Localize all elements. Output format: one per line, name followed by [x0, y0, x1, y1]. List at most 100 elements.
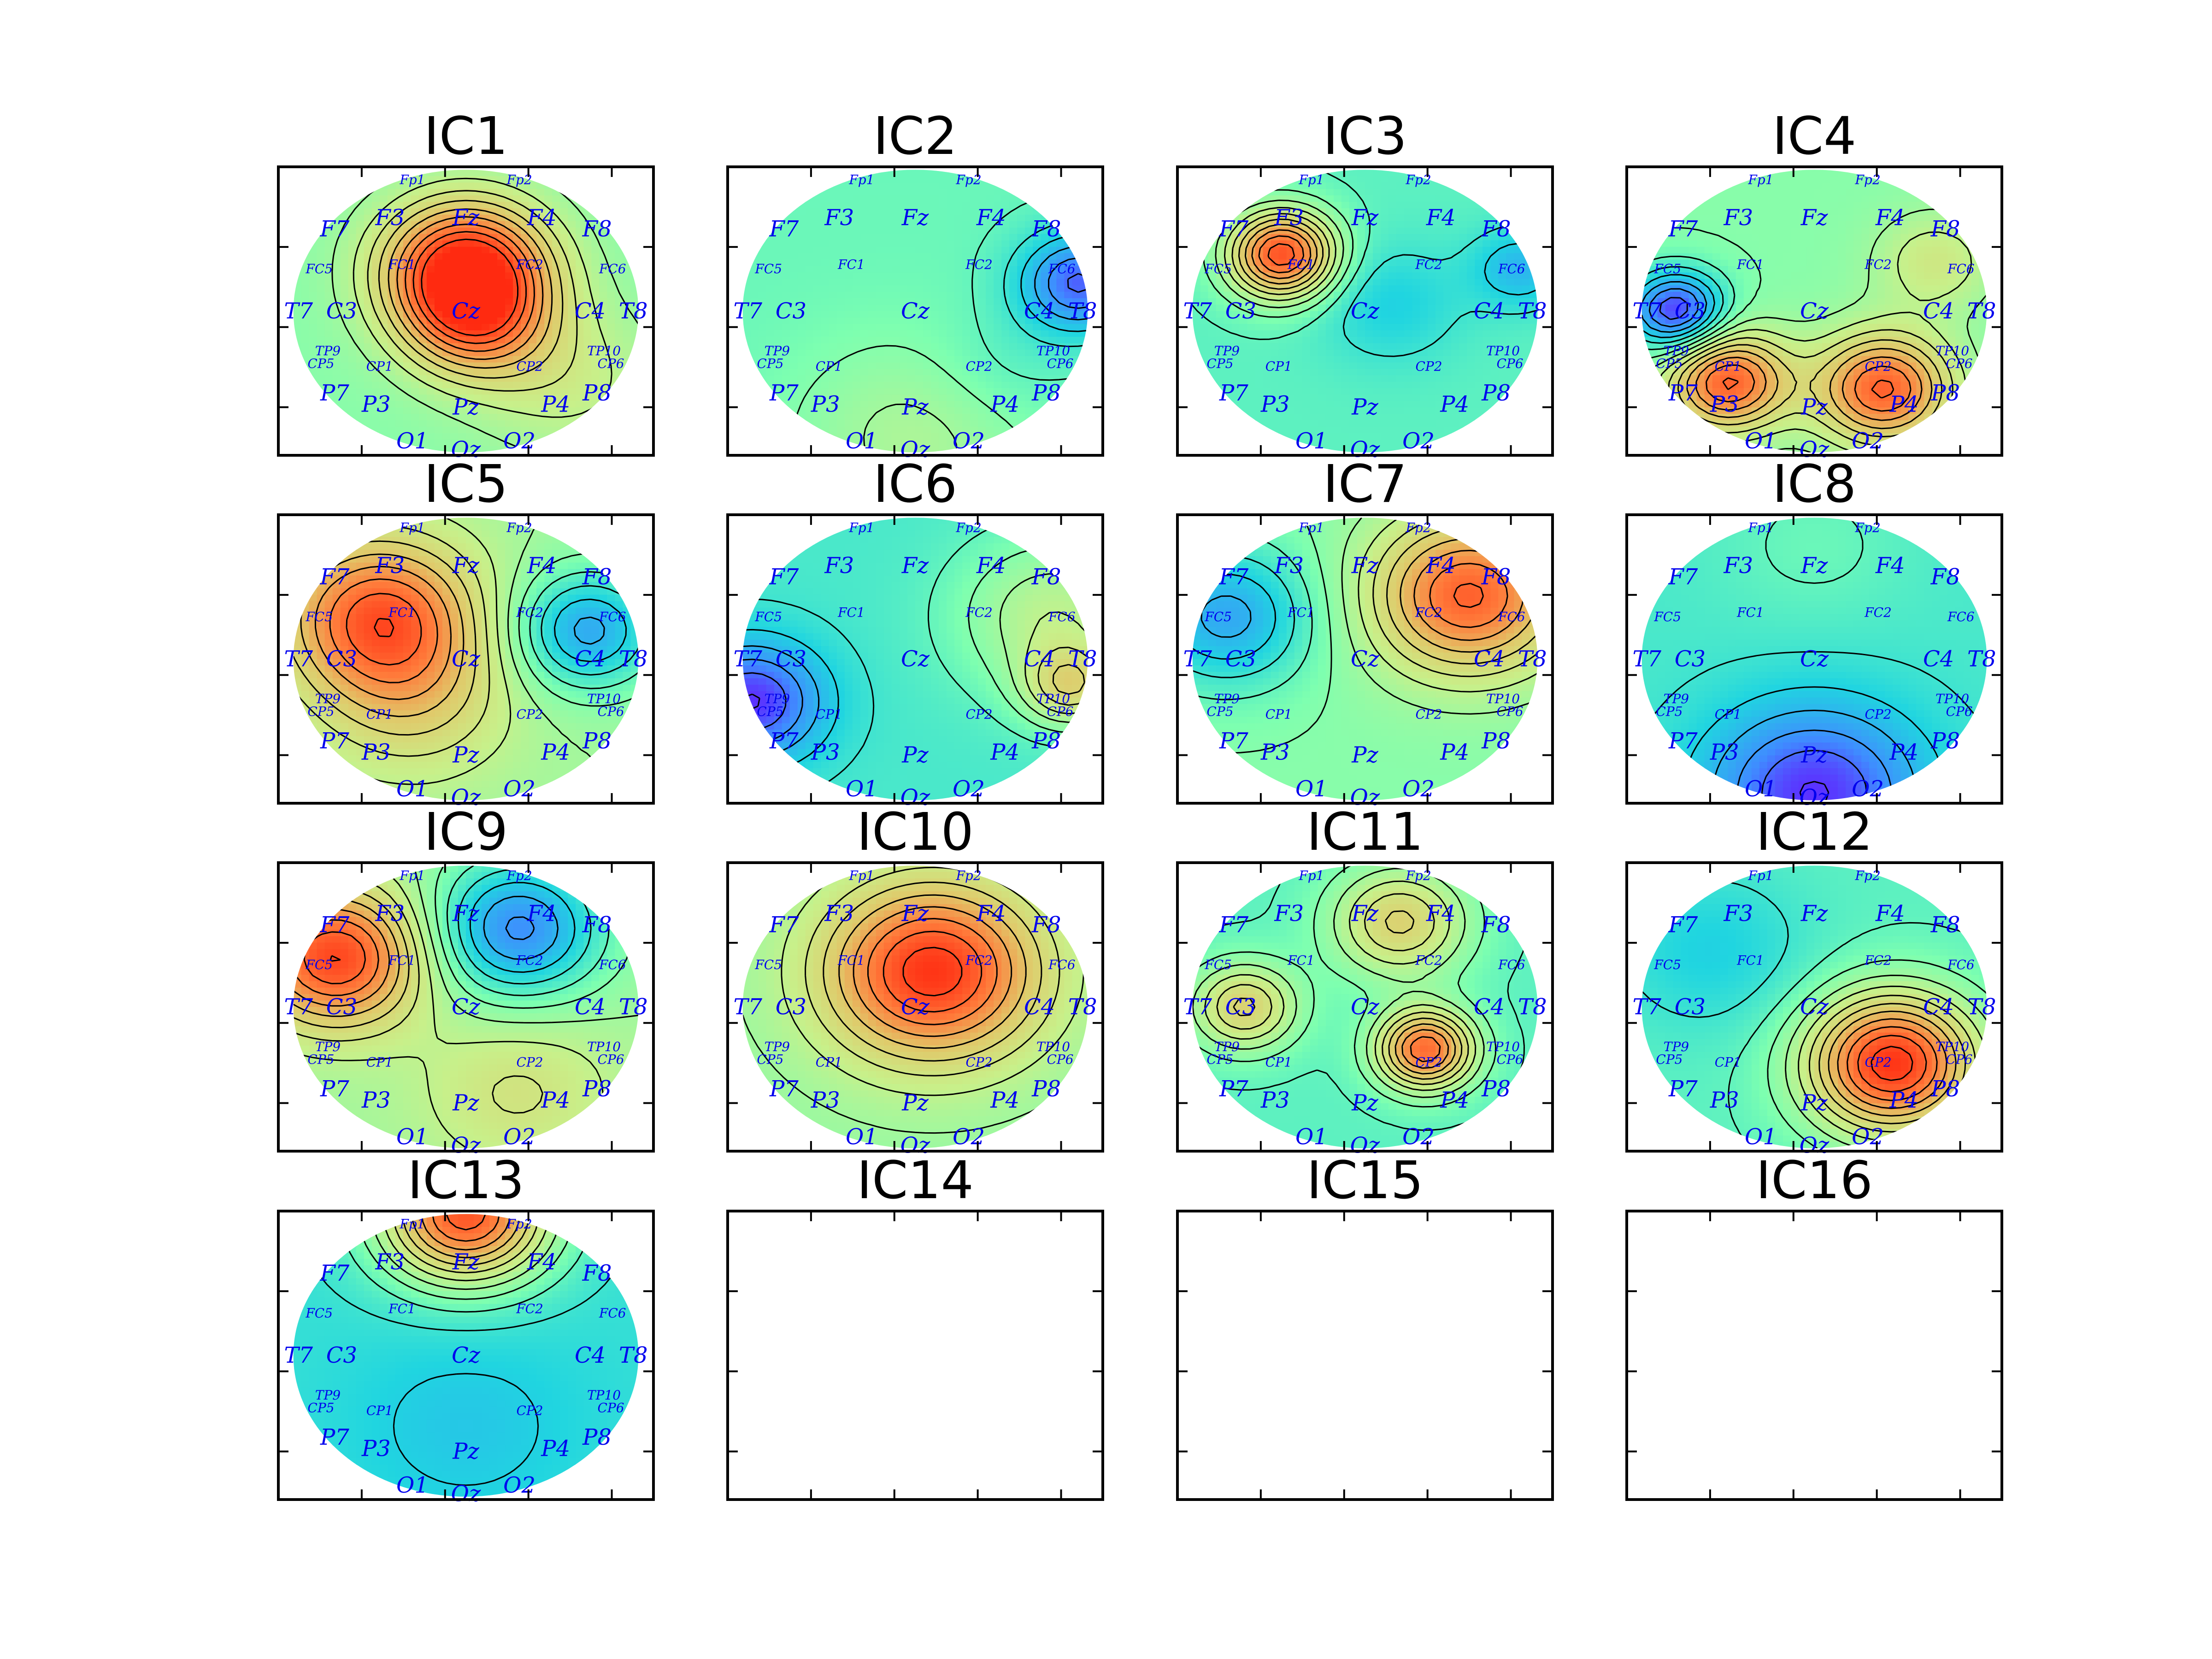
heat-cell — [1064, 234, 1073, 241]
heat-cell — [458, 349, 466, 357]
heat-cell — [782, 336, 790, 344]
heat-cell — [750, 388, 759, 395]
heat-cell — [1056, 195, 1065, 202]
heat-cell — [583, 208, 592, 215]
heat-cell — [1388, 234, 1397, 241]
heat-cell — [852, 401, 861, 408]
heat-cell — [766, 279, 775, 286]
heat-cell — [576, 394, 584, 402]
heat-cell — [1080, 247, 1088, 254]
heat-cell — [1396, 266, 1405, 273]
heat-cell — [411, 272, 419, 280]
heat-cell — [418, 414, 427, 421]
heat-cell — [805, 253, 814, 260]
heat-cell — [774, 446, 782, 453]
heat-cell — [474, 317, 482, 324]
heat-cell — [962, 375, 971, 382]
heat-cell — [1056, 182, 1065, 190]
heat-cell — [750, 189, 759, 196]
heat-cell — [309, 311, 318, 318]
heat-cell — [1530, 272, 1538, 280]
heat-cell — [458, 292, 466, 299]
heat-cell — [931, 311, 940, 318]
heat-cell — [364, 330, 372, 337]
heat-cell — [868, 401, 877, 408]
heat-cell — [1483, 201, 1491, 209]
heat-cell — [923, 272, 932, 280]
heat-cell — [1286, 170, 1295, 177]
heat-cell — [1072, 201, 1081, 209]
heat-cell — [994, 176, 1002, 183]
heat-cell — [505, 272, 514, 280]
heat-cell — [915, 292, 924, 299]
heat-cell — [293, 214, 302, 222]
heat-cell — [418, 330, 427, 337]
heat-cell — [947, 272, 955, 280]
heat-cell — [583, 349, 592, 357]
heat-cell — [426, 292, 435, 299]
heat-cell — [782, 227, 790, 235]
heat-cell — [1064, 170, 1073, 177]
heat-cell — [931, 279, 940, 286]
heat-cell — [821, 195, 830, 202]
heat-cell — [466, 176, 475, 183]
heat-cell — [813, 433, 822, 440]
heat-cell — [466, 330, 475, 337]
heat-cell — [797, 330, 806, 337]
heat-cell — [774, 201, 782, 209]
heat-cell — [1224, 195, 1232, 202]
heat-cell — [458, 176, 466, 183]
heat-cell — [1048, 439, 1057, 447]
heat-cell — [521, 375, 529, 382]
heat-cell — [552, 214, 561, 222]
heat-cell — [1208, 201, 1217, 209]
heat-cell — [829, 336, 837, 344]
heat-cell — [371, 439, 380, 447]
heat-cell — [891, 259, 900, 267]
heat-cell — [860, 407, 869, 415]
heat-cell — [395, 369, 404, 376]
heat-cell — [954, 266, 963, 273]
heat-cell — [860, 382, 869, 389]
heat-cell — [1009, 433, 1018, 440]
heat-cell — [552, 279, 561, 286]
heat-cell — [411, 388, 419, 395]
heat-cell — [591, 426, 600, 434]
heat-cell — [1192, 208, 1201, 215]
heat-cell — [403, 414, 412, 421]
heat-cell — [536, 349, 545, 357]
heat-cell — [505, 382, 514, 389]
heat-cell — [852, 234, 861, 241]
heat-cell — [962, 330, 971, 337]
electrode-label-f4: F4 — [527, 205, 557, 231]
heat-cell — [1388, 201, 1397, 209]
heat-cell — [923, 253, 932, 260]
heat-cell — [844, 208, 853, 215]
heat-cell — [387, 356, 396, 363]
heat-cell — [939, 388, 947, 395]
heat-cell — [615, 343, 624, 350]
heat-cell — [836, 375, 845, 382]
heat-cell — [931, 272, 940, 280]
heat-cell — [1001, 330, 1010, 337]
heat-cell — [1451, 305, 1460, 312]
heat-cell — [364, 382, 372, 389]
heat-cell — [482, 369, 490, 376]
heat-cell — [1530, 176, 1538, 183]
heat-cell — [497, 349, 506, 357]
heat-cell — [821, 433, 830, 440]
heat-cell — [931, 388, 940, 395]
heat-cell — [868, 369, 877, 376]
heat-cell — [1048, 176, 1057, 183]
heat-cell — [521, 414, 529, 421]
electrode-label-f4: F4 — [976, 205, 1006, 231]
heat-cell — [466, 369, 475, 376]
heat-cell — [332, 394, 341, 402]
heat-cell — [356, 426, 365, 434]
heat-cell — [1514, 247, 1523, 254]
heat-cell — [1255, 182, 1264, 190]
heat-cell — [1365, 253, 1374, 260]
heat-cell — [317, 369, 325, 376]
heat-cell — [868, 279, 877, 286]
heat-cell — [293, 279, 302, 286]
